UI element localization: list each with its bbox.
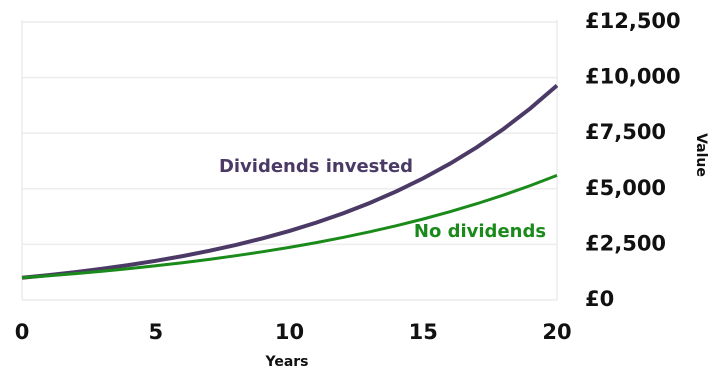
y-tick-label: £2,500 [585, 231, 666, 255]
y-tick-label: £5,000 [585, 176, 666, 200]
x-tick-label: 0 [15, 320, 30, 344]
y-tick-label: £7,500 [585, 120, 666, 144]
x-axis-title: Years [264, 354, 308, 370]
series-line [21, 173, 558, 280]
x-tick-label: 20 [542, 320, 571, 344]
series-line [21, 83, 559, 280]
y-tick-label: £10,000 [585, 65, 681, 89]
series-label: No dividends [414, 221, 546, 242]
y-axis-title: Value [693, 133, 709, 177]
x-tick-label: 10 [275, 320, 304, 344]
series-label: Dividends invested [219, 156, 413, 177]
x-tick-label: 5 [148, 320, 163, 344]
y-tick-label: £0 [585, 287, 614, 311]
y-tick-label: £12,500 [585, 9, 681, 33]
x-tick-label: 15 [409, 320, 438, 344]
